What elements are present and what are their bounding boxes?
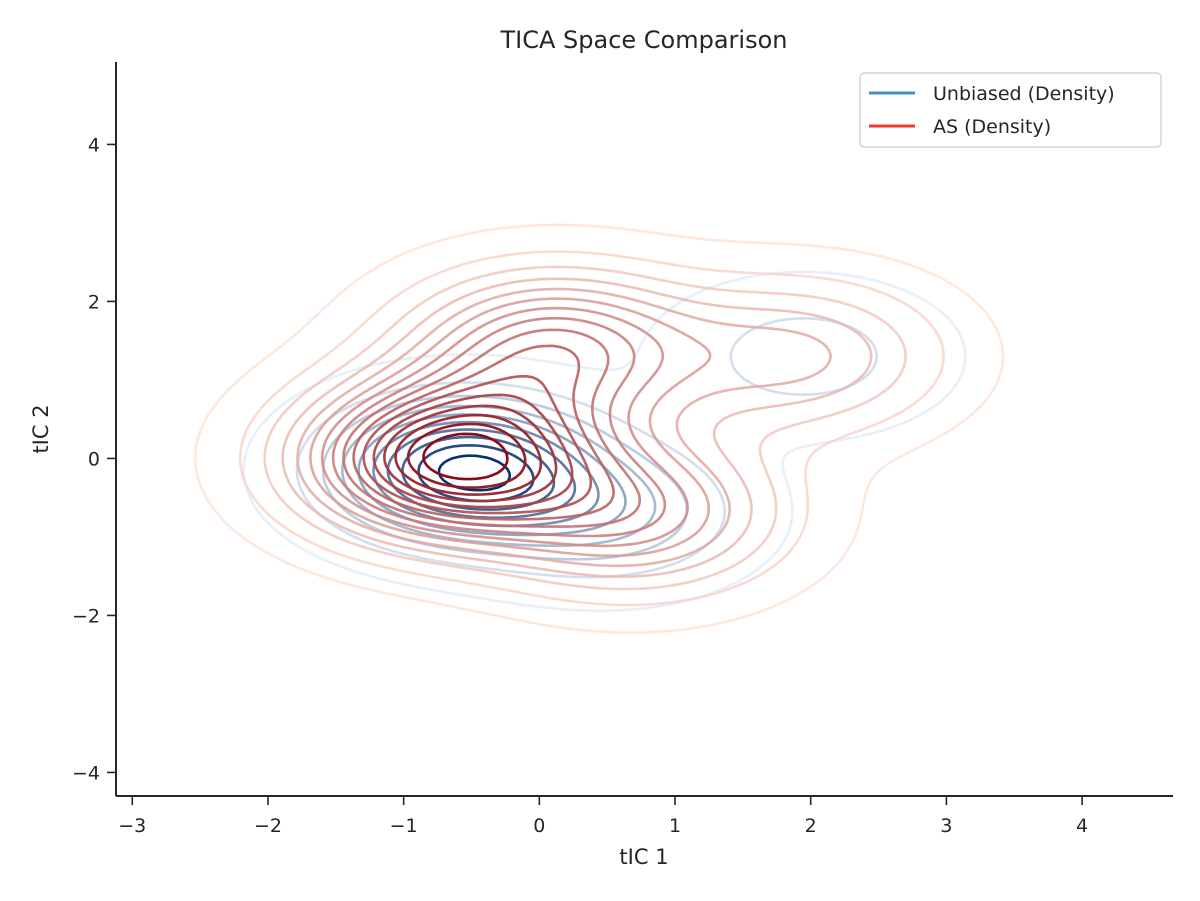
- legend-label-unbiased: Unbiased (Density): [933, 83, 1115, 105]
- as-density-contour: [320, 306, 689, 548]
- as-density-contour: [238, 250, 945, 607]
- as-density-contour: [406, 422, 527, 489]
- y-tick-label: 0: [88, 448, 100, 470]
- y-axis-label: tIC 2: [29, 404, 53, 453]
- y-tick-label: 2: [88, 291, 100, 313]
- x-axis-label: tIC 1: [619, 845, 668, 869]
- as-density-contour: [422, 432, 509, 481]
- as-density-contour: [281, 277, 873, 578]
- unbiased-density-contour: [295, 317, 879, 579]
- as-density-contour: [394, 413, 543, 496]
- y-tick-label: −2: [72, 605, 100, 627]
- chart-title: TICA Space Comparison: [499, 26, 787, 54]
- as-density-contour: [309, 297, 712, 557]
- x-axis-ticks: −3 −2 −1 0 1 2 3 4: [118, 796, 1088, 837]
- as-density-contour: [342, 328, 641, 528]
- as-density-contour: [194, 223, 1005, 634]
- y-tick-label: 4: [88, 134, 100, 156]
- x-tick-label: 4: [1076, 815, 1088, 837]
- contour-plot-area: [194, 223, 1005, 634]
- legend: Unbiased (Density) AS (Density): [859, 72, 1162, 148]
- as-density-contour: [352, 344, 615, 521]
- y-tick-label: −4: [72, 762, 100, 784]
- as-density-contour: [362, 375, 593, 515]
- x-tick-label: −1: [390, 815, 418, 837]
- x-tick-label: 3: [940, 815, 952, 837]
- as-density-contour: [383, 404, 558, 503]
- as-density-contour: [331, 316, 667, 538]
- unbiased-density-contour: [242, 270, 967, 613]
- legend-label-as: AS (Density): [933, 116, 1051, 138]
- x-tick-label: −3: [118, 815, 146, 837]
- x-tick-label: 0: [533, 815, 545, 837]
- as-density-contour: [372, 393, 574, 509]
- x-tick-label: 2: [805, 815, 817, 837]
- as-density-contour: [296, 287, 832, 568]
- x-tick-label: −2: [254, 815, 282, 837]
- legend-box: [859, 72, 1162, 148]
- as-density-contour: [263, 265, 907, 591]
- x-tick-label: 1: [669, 815, 681, 837]
- y-axis-ticks: −4 −2 0 2 4: [72, 134, 116, 784]
